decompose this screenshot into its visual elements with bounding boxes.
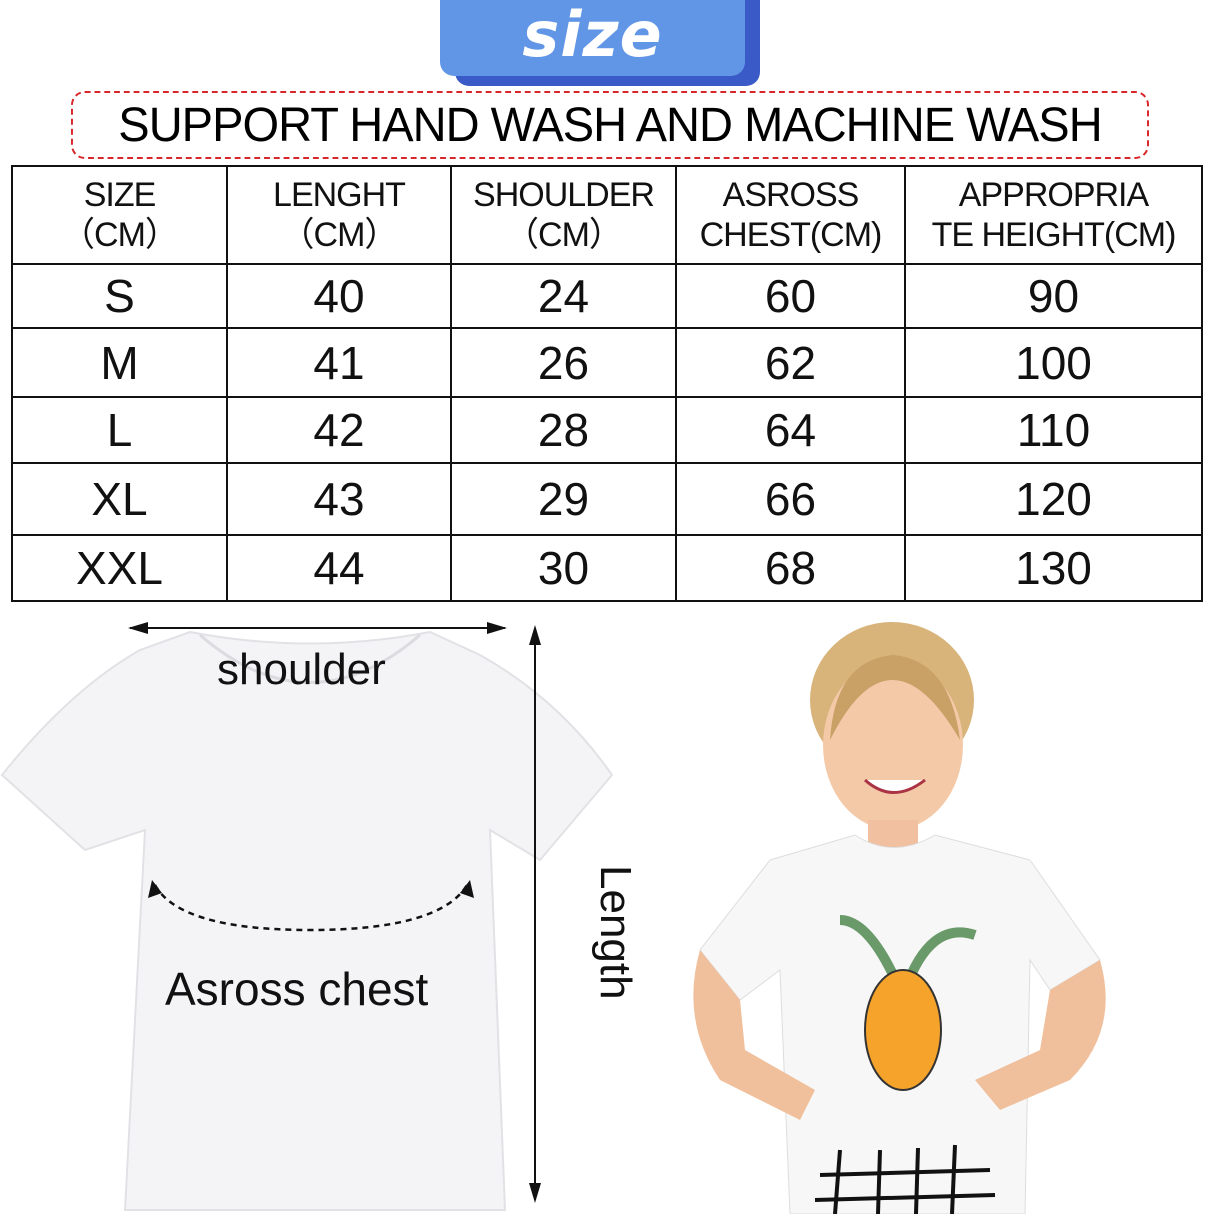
table-header-row: SIZE （CM） LENGHT （CM） SHOULDER （CM） ASROSS C… [11, 165, 1203, 265]
tshirt-diagram [0, 622, 614, 1211]
table-row: L 42 28 64 110 [11, 396, 1203, 464]
cell: 130 [904, 534, 1203, 602]
cell: 42 [226, 396, 452, 464]
tshirt-shape [0, 630, 614, 1211]
cell: 40 [226, 263, 452, 329]
header-chest: ASROSS CHEST(CM) [675, 165, 906, 265]
banner-title: size [522, 0, 663, 71]
table-row: M 41 26 62 100 [11, 327, 1203, 398]
cell: 29 [450, 462, 677, 536]
cell: 68 [675, 534, 906, 602]
cell: 120 [904, 462, 1203, 536]
cell: 24 [450, 263, 677, 329]
table-row: XL 43 29 66 120 [11, 462, 1203, 536]
size-banner: size [440, 0, 745, 76]
cell: 30 [450, 534, 677, 602]
cell: S [11, 263, 228, 329]
cell: 60 [675, 263, 906, 329]
cell: 43 [226, 462, 452, 536]
length-label: Length [591, 865, 640, 1000]
cell: M [11, 327, 228, 398]
cell: 64 [675, 396, 906, 464]
cell: XL [11, 462, 228, 536]
table-row: XXL 44 30 68 130 [11, 534, 1203, 602]
table-row: S 40 24 60 90 [11, 263, 1203, 329]
header-length: LENGHT （CM） [226, 165, 452, 265]
size-table: SIZE （CM） LENGHT （CM） SHOULDER （CM） ASROSS C… [11, 165, 1203, 602]
chest-label: Asross chest [165, 963, 429, 1015]
wash-notice: SUPPORT HAND WASH AND MACHINE WASH [71, 91, 1149, 159]
chest-arrow [153, 884, 469, 932]
cell: 66 [675, 462, 906, 536]
child-photo [693, 622, 1106, 1214]
cell: 28 [450, 396, 677, 464]
header-height: APPROPRIA TE HEIGHT(CM) [904, 165, 1203, 265]
cell: 44 [226, 534, 452, 602]
cell: 100 [904, 327, 1203, 398]
carrot-print [864, 969, 942, 1091]
cell: 90 [904, 263, 1203, 329]
cell: L [11, 396, 228, 464]
shoulder-label: shoulder [217, 645, 386, 694]
header-shoulder: SHOULDER （CM） [450, 165, 677, 265]
header-size: SIZE （CM） [11, 165, 228, 265]
cell: 41 [226, 327, 452, 398]
cell: XXL [11, 534, 228, 602]
cell: 110 [904, 396, 1203, 464]
cell: 62 [675, 327, 906, 398]
cell: 26 [450, 327, 677, 398]
